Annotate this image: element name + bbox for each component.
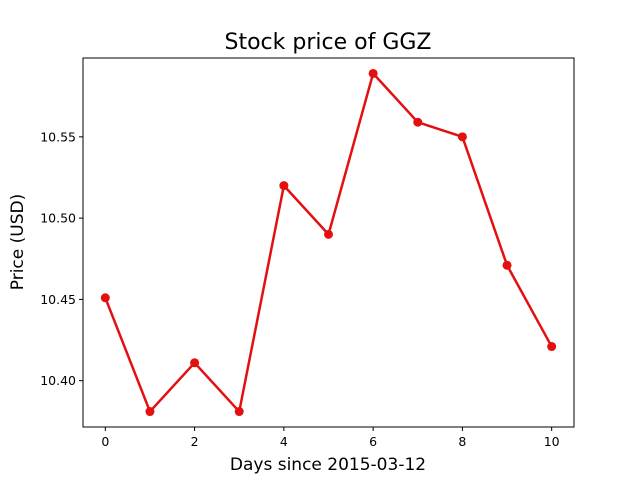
x-tick-label: 8 xyxy=(458,434,466,449)
y-tick-label: 10.50 xyxy=(40,211,76,226)
x-tick-label: 4 xyxy=(280,434,288,449)
data-point xyxy=(368,68,378,78)
y-tick-label: 10.45 xyxy=(40,292,76,307)
data-point xyxy=(234,407,244,417)
y-tick-label: 10.40 xyxy=(40,373,76,388)
y-axis: 10.40 10.45 10.50 10.55 xyxy=(40,129,83,388)
y-tick-label: 10.55 xyxy=(40,129,76,144)
x-axis: 0 2 4 6 8 10 xyxy=(101,427,560,449)
x-tick-label: 2 xyxy=(191,434,199,449)
plot-area xyxy=(82,57,575,428)
series-layer xyxy=(100,68,557,417)
data-point xyxy=(457,132,467,142)
chart-title: Stock price of GGZ xyxy=(225,30,432,55)
y-axis-label: Price (USD) xyxy=(8,194,28,290)
x-axis-label: Days since 2015-03-12 xyxy=(230,455,426,475)
x-tick-label: 10 xyxy=(544,434,560,449)
x-tick-label: 0 xyxy=(101,434,109,449)
x-tick-label: 6 xyxy=(369,434,377,449)
data-point xyxy=(502,260,512,270)
data-point xyxy=(547,342,557,352)
data-point xyxy=(324,229,333,239)
data-point xyxy=(279,181,289,191)
data-point xyxy=(190,358,200,368)
data-point xyxy=(413,117,423,127)
data-point xyxy=(145,407,155,417)
data-point xyxy=(100,293,110,303)
